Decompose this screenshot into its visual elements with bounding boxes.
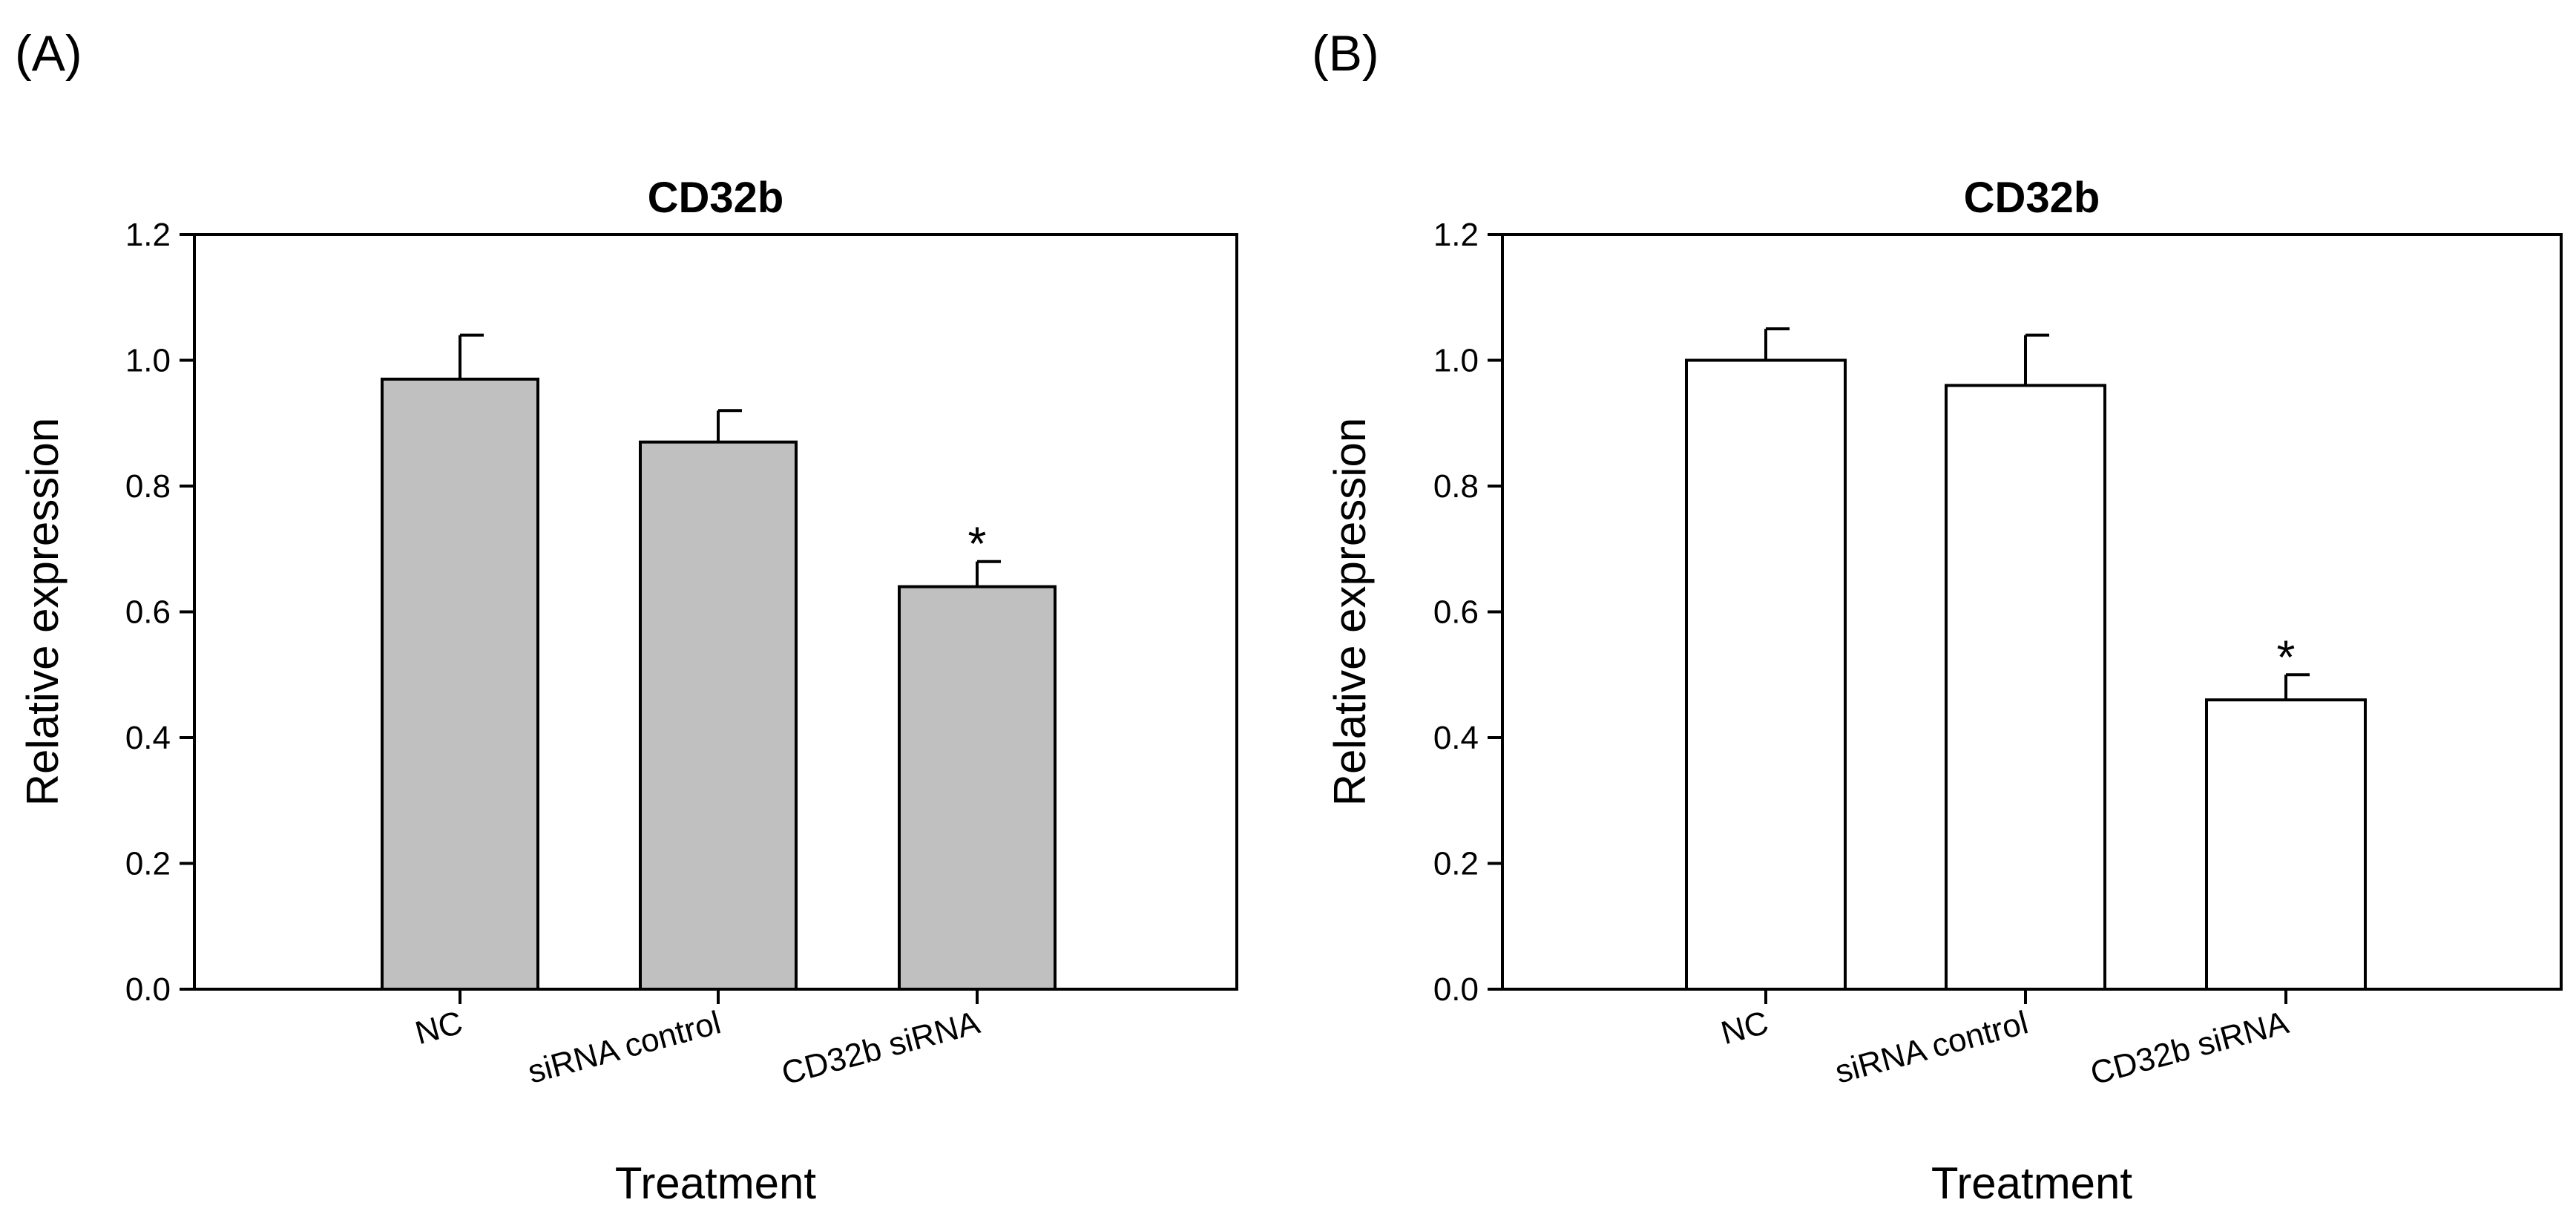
significance-marker: * [968, 517, 987, 571]
bar-1 [381, 377, 539, 991]
y-tick-label: 1.0 [1433, 343, 1479, 379]
y-tick-label: 1.2 [125, 217, 171, 253]
y-tick-label: 1.2 [1433, 217, 1479, 253]
bar-1 [1685, 358, 1847, 991]
x-tick-label: NC [412, 1004, 467, 1052]
y-tick-label: 0.4 [1433, 720, 1479, 756]
panel-a: (A) CD32b * 0.0 0.2 0.4 0.6 0.8 1.0 1.2 NC siRNA co… [15, 25, 1238, 1208]
x-tick-label: siRNA control [1831, 1004, 2031, 1090]
y-tick-label: 0.6 [1433, 594, 1479, 631]
x-tick-label: CD32b siRNA [2086, 1004, 2293, 1092]
y-tick-label: 0.8 [1433, 468, 1479, 505]
bar-2 [1945, 384, 2106, 991]
y-tick-label: 0.6 [125, 594, 171, 631]
y-tick-label: 0.2 [125, 846, 171, 882]
x-axis-title: Treatment [1931, 1158, 2133, 1208]
chart-title: CD32b [648, 174, 784, 222]
y-tick-label: 0.0 [1433, 971, 1479, 1008]
bar-3 [898, 585, 1057, 991]
x-tick-label: siRNA control [524, 1004, 724, 1090]
y-axis-title: Relative expression [18, 418, 68, 807]
y-tick-label: 0.4 [125, 720, 171, 756]
x-tick-label: CD32b siRNA [778, 1004, 984, 1092]
panel-b: (B) CD32b * 0.0 0.2 0.4 0.6 0.8 1.0 1.2 NC siRNA co… [1312, 25, 2563, 1208]
chart-title: CD32b [1964, 174, 2100, 222]
panel-label: (B) [1312, 25, 1379, 82]
y-tick-label: 1.0 [125, 343, 171, 379]
bar-3 [2205, 698, 2367, 991]
panel-label: (A) [15, 25, 82, 82]
y-tick-label: 0.0 [125, 971, 171, 1008]
significance-marker: * [2277, 630, 2296, 683]
x-tick-label: NC [1718, 1004, 1772, 1052]
y-axis-title: Relative expression [1325, 418, 1375, 807]
y-tick-label: 0.2 [1433, 846, 1479, 882]
y-tick-label: 0.8 [125, 468, 171, 505]
x-axis-title: Treatment [615, 1158, 817, 1208]
bar-2 [639, 440, 798, 991]
